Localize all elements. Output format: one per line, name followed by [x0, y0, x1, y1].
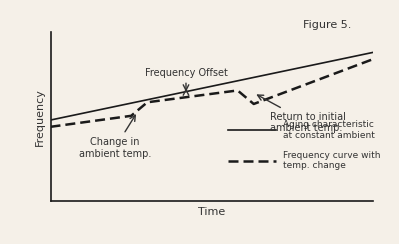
Text: Return to initial
ambient temp.: Return to initial ambient temp.: [257, 95, 346, 133]
X-axis label: Time: Time: [198, 207, 225, 217]
Text: Aging characteristic
at constant ambient: Aging characteristic at constant ambient: [283, 121, 375, 140]
Text: Change in
ambient temp.: Change in ambient temp.: [79, 115, 151, 159]
Text: Frequency Offset: Frequency Offset: [144, 68, 227, 90]
Text: Frequency curve with
temp. change: Frequency curve with temp. change: [283, 151, 380, 170]
Y-axis label: Frequency: Frequency: [35, 88, 45, 146]
Text: Figure 5.: Figure 5.: [303, 20, 351, 30]
